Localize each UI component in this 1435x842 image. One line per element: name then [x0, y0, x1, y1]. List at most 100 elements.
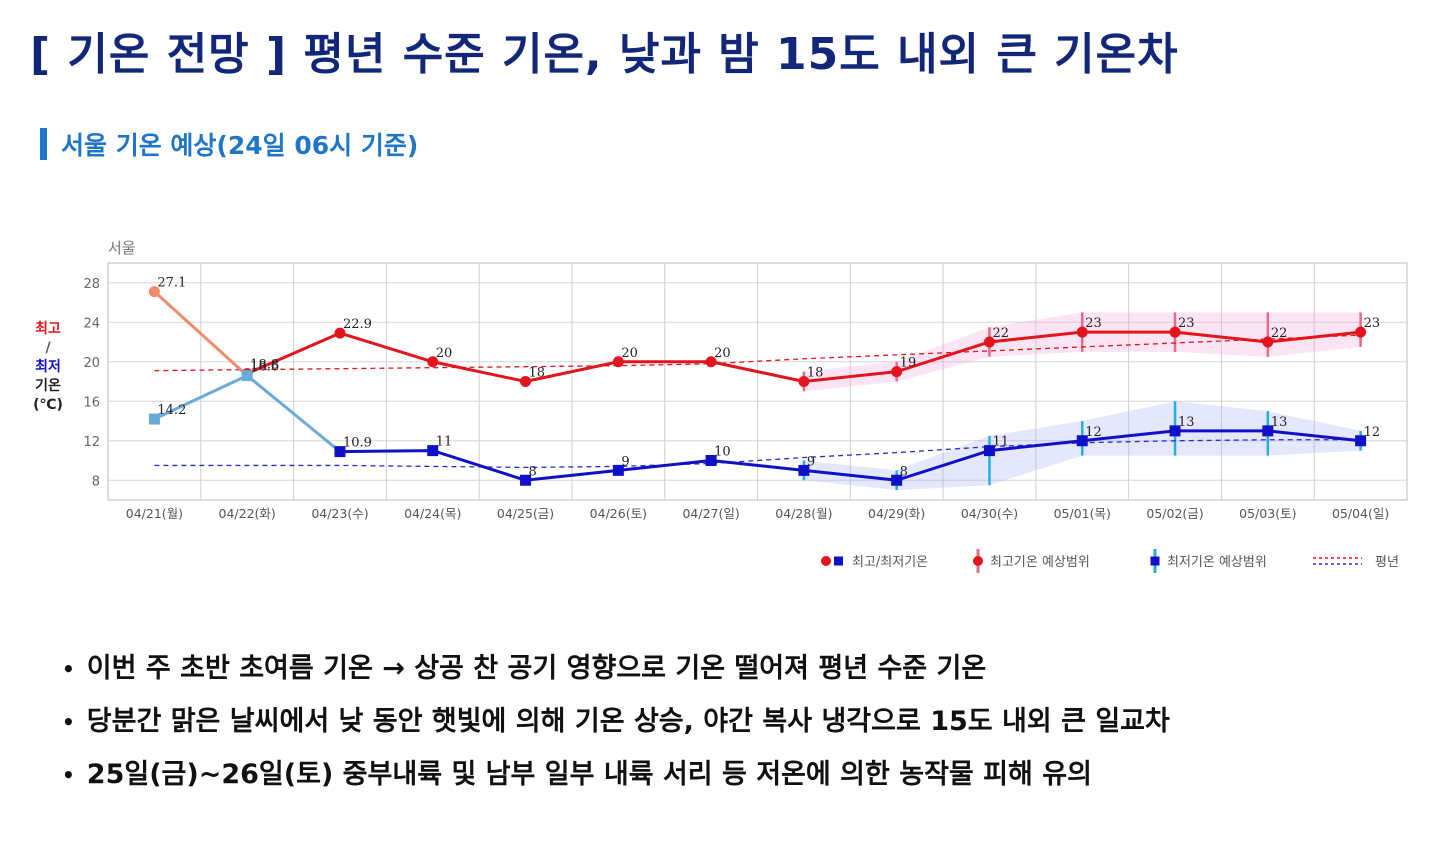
y-tick-label: 12 — [83, 435, 100, 450]
max-marker — [148, 286, 160, 298]
max-data-label: 23 — [1085, 316, 1102, 331]
x-tick-label: 05/04(일) — [1332, 506, 1389, 521]
x-tick-label: 05/02(금) — [1146, 506, 1203, 521]
x-tick-label: 04/22(화) — [219, 506, 276, 521]
max-marker — [705, 356, 717, 368]
max-marker — [1355, 326, 1367, 338]
min-forecast-line — [339, 429, 1361, 482]
legend-max-range-marker — [973, 556, 983, 566]
legend-label: 최고/최저기온 — [852, 555, 928, 570]
min-marker — [1076, 435, 1088, 447]
legend-label: 평년 — [1375, 555, 1399, 570]
x-tick-label: 04/29(화) — [868, 506, 925, 521]
max-data-label: 23 — [1178, 316, 1195, 331]
min-marker — [1262, 425, 1274, 437]
min-data-label: 11 — [992, 435, 1009, 450]
x-tick-label: 04/27(일) — [682, 506, 739, 521]
y-tick-label: 24 — [83, 316, 100, 331]
y-tick-label: 16 — [83, 395, 100, 410]
x-tick-label: 04/24(목) — [404, 506, 461, 521]
legend-min-marker — [834, 556, 843, 566]
max-data-label: 20 — [436, 346, 453, 361]
legend-label: 최고기온 예상범위 — [990, 555, 1090, 570]
min-data-label: 13 — [1178, 415, 1195, 430]
y-tick-label: 28 — [83, 277, 100, 292]
section-subtitle: 서울 기온 예상(24일 06시 기준) — [40, 126, 418, 162]
bullet-text: 25일(금)~26일(토) 중부내륙 및 남부 일부 내륙 서리 등 저온에 의… — [86, 758, 1092, 790]
x-tick-label: 04/30(수) — [961, 506, 1018, 521]
min-marker — [798, 464, 810, 476]
max-data-label: 23 — [1364, 316, 1381, 331]
max-data-label: 22.9 — [343, 317, 372, 332]
y-tick-label: 8 — [92, 474, 100, 489]
max-data-label: 22 — [1271, 326, 1288, 341]
min-marker — [891, 474, 903, 486]
max-marker — [983, 336, 995, 348]
max-data-label: 18.8 — [250, 358, 279, 373]
x-tick-label: 05/03(토) — [1239, 506, 1296, 521]
bullet-list: • 이번 주 초반 초여름 기온 → 상공 찬 공기 영향으로 기온 떨어져 평… — [62, 642, 1170, 801]
min-data-label: 13 — [1271, 415, 1288, 430]
min-marker — [1355, 435, 1367, 447]
min-data-label: 11 — [436, 435, 453, 450]
legend-max-marker — [821, 556, 831, 566]
min-marker — [427, 445, 439, 457]
min-marker — [148, 413, 160, 425]
bullet-item: • 이번 주 초반 초여름 기온 → 상공 찬 공기 영향으로 기온 떨어져 평… — [62, 642, 1170, 695]
temperature-chart: 8 12 16 20 24 28 04/21(월) 04/22(화) 04/23(수) 04/24… — [33, 239, 1408, 573]
y-axis-label: 기온 — [35, 378, 61, 394]
max-marker — [1169, 326, 1181, 338]
max-marker — [334, 327, 346, 339]
max-data-label: 18 — [529, 366, 546, 381]
min-marker — [520, 474, 532, 486]
max-marker — [427, 356, 439, 368]
normal-line — [154, 439, 1361, 469]
min-marker — [334, 446, 346, 458]
y-axis-label: 최저 — [35, 359, 61, 375]
bullet-dot-icon: • — [62, 656, 75, 681]
subtitle-accent-bar — [40, 128, 47, 160]
region-label: 서울 — [108, 239, 136, 257]
x-tick-label: 05/01(목) — [1054, 506, 1111, 521]
min-marker — [983, 445, 995, 457]
min-data-label: 12 — [1364, 425, 1381, 440]
bullet-item: • 당분간 맑은 날씨에서 낮 동안 햇빛에 의해 기온 상승, 야간 복사 냉… — [62, 695, 1170, 748]
min-marker — [1169, 425, 1181, 437]
max-data-label: 20 — [714, 346, 731, 361]
min-data-label: 14.2 — [157, 403, 186, 418]
y-axis-label: 최고 — [35, 321, 61, 337]
max-data-label: 20 — [621, 346, 638, 361]
min-marker — [241, 370, 253, 382]
min-data-label: 12 — [1085, 425, 1102, 440]
x-tick-label: 04/25(금) — [497, 506, 554, 521]
min-data-label: 9 — [621, 454, 629, 469]
max-marker — [1262, 336, 1274, 348]
min-marker — [612, 464, 624, 476]
bullet-text: 당분간 맑은 날씨에서 낮 동안 햇빛에 의해 기온 상승, 야간 복사 냉각으… — [86, 705, 1170, 737]
max-data-label: 18 — [807, 366, 824, 381]
min-marker — [705, 455, 717, 466]
min-data-label: 9 — [807, 454, 815, 469]
max-marker — [1076, 326, 1088, 338]
max-marker — [520, 376, 532, 387]
page-title: [ 기온 전망 ] 평년 수준 기온, 낮과 밤 15도 내외 큰 기온차 — [30, 29, 1179, 80]
y-axis-label: (℃) — [33, 397, 63, 413]
max-data-label: 22 — [992, 326, 1009, 341]
x-tick-label: 04/26(토) — [590, 506, 647, 521]
bullet-text: 이번 주 초반 초여름 기온 → 상공 찬 공기 영향으로 기온 떨어져 평년 … — [86, 652, 987, 684]
min-data-label: 8 — [529, 464, 537, 479]
x-tick-label: 04/21(월) — [126, 506, 183, 521]
legend-label: 최저기온 예상범위 — [1167, 555, 1267, 570]
x-tick-label: 04/28(월) — [775, 506, 832, 521]
legend-min-range-marker — [1150, 556, 1160, 566]
subtitle-text: 서울 기온 예상(24일 06시 기준) — [61, 131, 419, 160]
max-marker — [612, 356, 624, 368]
max-data-label: 19 — [900, 356, 917, 371]
max-marker — [891, 366, 903, 378]
max-marker — [798, 376, 810, 387]
min-data-label: 18.6 — [250, 360, 279, 375]
max-data-label: 27.1 — [157, 276, 186, 291]
bullet-item: • 25일(금)~26일(토) 중부내륙 및 남부 일부 내륙 서리 등 저온에… — [62, 748, 1170, 801]
x-tick-label: 04/23(수) — [311, 506, 368, 521]
y-axis-label: / — [45, 340, 51, 356]
